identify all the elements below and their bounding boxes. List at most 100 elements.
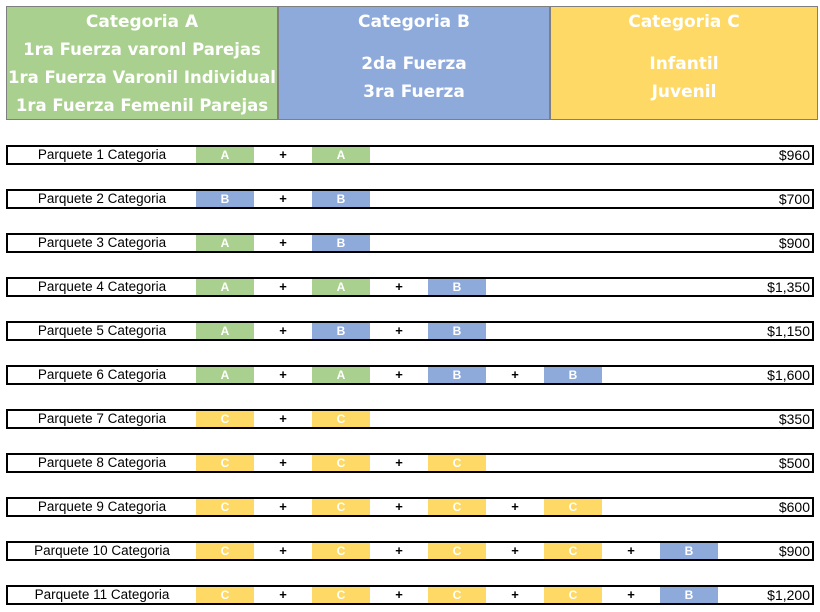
category-a-line: 1ra Fuerza Varonil Individual xyxy=(8,68,276,87)
package-price: $1,350 xyxy=(767,279,810,295)
category-badge: C xyxy=(196,587,254,603)
category-a-title: Categoria A xyxy=(85,12,199,32)
category-badge: B xyxy=(312,323,370,339)
category-badge: B xyxy=(428,323,486,339)
category-badge: C xyxy=(312,455,370,471)
package-row: Parquete 6 Categoria A + A + B + B $1,600 xyxy=(6,365,814,385)
category-badge: A xyxy=(312,279,370,295)
plus-sign: + xyxy=(279,279,287,294)
plus-sign: + xyxy=(511,367,519,382)
package-row: Parquete 8 Categoria C + C + C $500 xyxy=(6,453,814,473)
category-badge: B xyxy=(660,543,718,559)
package-name: Parquete 4 Categoria xyxy=(37,279,167,294)
category-badge: A xyxy=(196,323,254,339)
plus-sign: + xyxy=(395,455,403,470)
package-row: Parquete 5 Categoria A + B + B $1,150 xyxy=(6,321,814,341)
category-badge: C xyxy=(428,543,486,559)
category-badge: C xyxy=(312,543,370,559)
plus-sign: + xyxy=(511,587,519,602)
category-badge: A xyxy=(312,147,370,163)
plus-sign: + xyxy=(511,499,519,514)
plus-sign: + xyxy=(279,499,287,514)
categories-header: Categoria A 1ra Fuerza varonl Parejas 1r… xyxy=(6,6,818,120)
category-badge: A xyxy=(196,279,254,295)
category-c-line: Juvenil xyxy=(651,82,717,102)
category-badge: C xyxy=(312,411,370,427)
category-badge: C xyxy=(196,455,254,471)
plus-sign: + xyxy=(395,587,403,602)
plus-sign: + xyxy=(395,367,403,382)
package-name: Parquete 5 Categoria xyxy=(37,323,167,338)
package-name: Parquete 8 Categoria xyxy=(37,455,167,470)
category-b-line: 3ra Fuerza xyxy=(363,82,465,102)
plus-sign: + xyxy=(279,411,287,426)
category-c-line: Infantil xyxy=(649,54,719,74)
category-badge: C xyxy=(196,411,254,427)
category-badge: C xyxy=(428,455,486,471)
package-row: Parquete 2 Categoria B + B $700 xyxy=(6,189,814,209)
plus-sign: + xyxy=(395,323,403,338)
plus-sign: + xyxy=(627,587,635,602)
category-badge: B xyxy=(312,191,370,207)
package-price: $1,150 xyxy=(767,323,810,339)
category-badge: B xyxy=(428,367,486,383)
category-b-title: Categoria B xyxy=(357,12,470,32)
category-badge: A xyxy=(196,235,254,251)
plus-sign: + xyxy=(279,147,287,162)
plus-sign: + xyxy=(279,191,287,206)
plus-sign: + xyxy=(511,543,519,558)
category-badge: A xyxy=(312,367,370,383)
package-price: $350 xyxy=(778,411,810,427)
category-badge: A xyxy=(196,367,254,383)
package-row: Parquete 10 Categoria C + C + C + C + B $900 xyxy=(6,541,814,561)
plus-sign: + xyxy=(279,367,287,382)
category-badge: C xyxy=(196,543,254,559)
package-row: Parquete 7 Categoria C + C $350 xyxy=(6,409,814,429)
package-price: $1,600 xyxy=(767,367,810,383)
category-badge: C xyxy=(428,499,486,515)
package-name: Parquete 3 Categoria xyxy=(37,235,167,250)
category-a-box: Categoria A 1ra Fuerza varonl Parejas 1r… xyxy=(6,6,278,120)
package-name: Parquete 1 Categoria xyxy=(37,147,167,162)
plus-sign: + xyxy=(395,543,403,558)
package-row: Parquete 11 Categoria C + C + C + C + B $1,200 xyxy=(6,585,814,605)
package-row: Parquete 9 Categoria C + C + C + C $600 xyxy=(6,497,814,517)
package-price: $700 xyxy=(778,191,810,207)
category-badge: C xyxy=(544,587,602,603)
package-row: Parquete 3 Categoria A + B $900 xyxy=(6,233,814,253)
category-c-box: Categoria C Infantil Juvenil xyxy=(550,6,818,120)
package-name: Parquete 9 Categoria xyxy=(37,499,167,514)
plus-sign: + xyxy=(395,499,403,514)
category-a-line: 1ra Fuerza Femenil Parejas xyxy=(15,96,269,115)
package-name: Parquete 11 Categoria xyxy=(34,587,170,602)
plus-sign: + xyxy=(279,543,287,558)
category-c-title: Categoria C xyxy=(628,12,740,32)
category-badge: C xyxy=(428,587,486,603)
package-name: Parquete 7 Categoria xyxy=(37,411,167,426)
category-badge: B xyxy=(196,191,254,207)
package-row: Parquete 1 Categoria A + A $960 xyxy=(6,145,814,165)
category-badge: C xyxy=(196,499,254,515)
package-price: $500 xyxy=(778,455,810,471)
plus-sign: + xyxy=(279,235,287,250)
package-price: $900 xyxy=(778,235,810,251)
category-badge: C xyxy=(544,543,602,559)
package-name: Parquete 2 Categoria xyxy=(37,191,167,206)
category-badge: B xyxy=(312,235,370,251)
category-a-line: 1ra Fuerza varonl Parejas xyxy=(23,40,261,59)
category-badge: C xyxy=(544,499,602,515)
package-price: $900 xyxy=(778,543,810,559)
plus-sign: + xyxy=(279,587,287,602)
category-badge: B xyxy=(660,587,718,603)
package-price: $1,200 xyxy=(767,587,810,603)
package-price: $960 xyxy=(778,147,810,163)
category-badge: B xyxy=(544,367,602,383)
package-name: Parquete 6 Categoria xyxy=(37,367,167,382)
category-b-line: 2da Fuerza xyxy=(361,54,467,74)
plus-sign: + xyxy=(279,323,287,338)
category-badge: C xyxy=(312,587,370,603)
category-badge: C xyxy=(312,499,370,515)
category-badge: A xyxy=(196,147,254,163)
category-badge: B xyxy=(428,279,486,295)
package-row: Parquete 4 Categoria A + A + B $1,350 xyxy=(6,277,814,297)
